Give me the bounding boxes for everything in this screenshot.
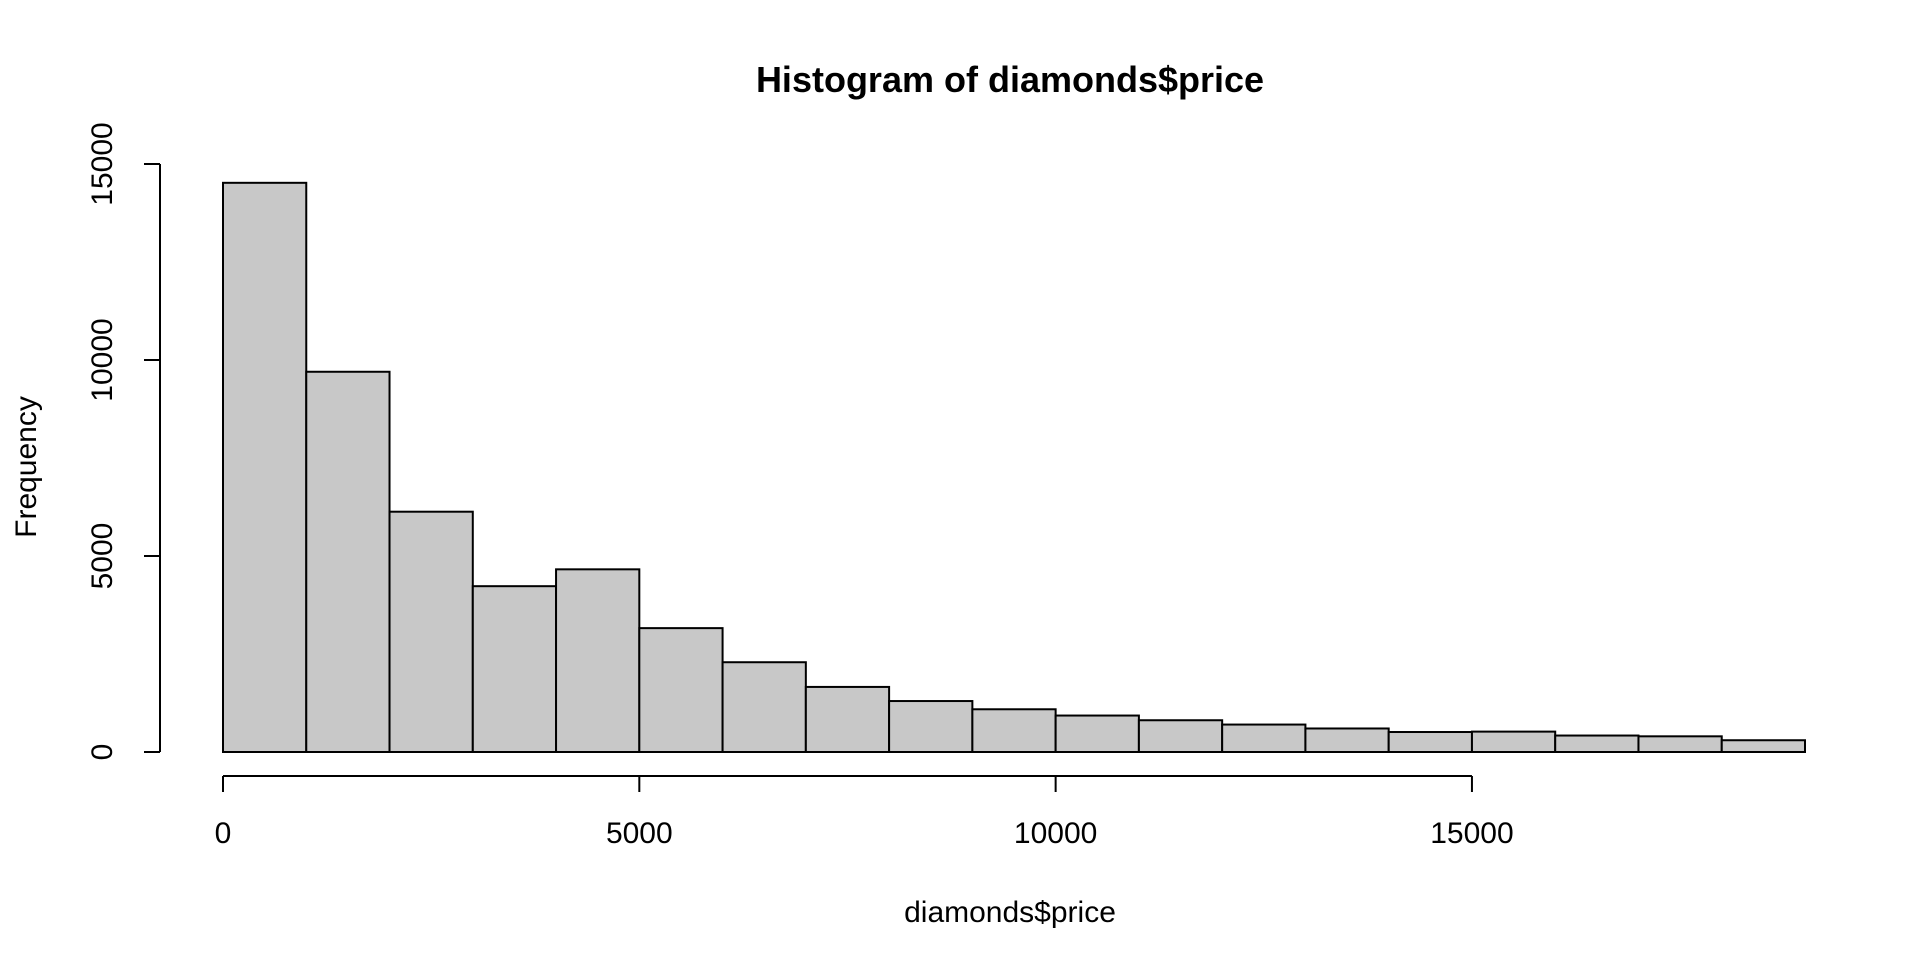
- x-tick-label: 10000: [1014, 817, 1097, 850]
- y-tick-label: 15000: [86, 122, 119, 205]
- histogram-bar: [804, 685, 891, 753]
- histogram-bar: [555, 568, 641, 753]
- histogram-bar: [1554, 734, 1640, 754]
- y-tick-label: 5000: [86, 523, 119, 590]
- histogram-bar: [1137, 719, 1224, 753]
- histogram-bar: [305, 370, 391, 753]
- y-axis: 0 5000 10000 15000: [86, 122, 161, 761]
- chart-title: Histogram of diamonds$price: [756, 59, 1264, 100]
- x-axis-label: diamonds$price: [904, 896, 1116, 929]
- histogram-bar: [971, 708, 1057, 753]
- histogram-bar: [1470, 730, 1557, 754]
- histogram-bar: [638, 627, 724, 753]
- histogram-bar: [388, 510, 474, 754]
- y-axis-label: Frequency: [10, 396, 43, 538]
- histogram-bar: [721, 661, 807, 753]
- histogram-bar: [1304, 727, 1390, 753]
- x-tick-label: 5000: [606, 817, 673, 850]
- y-tick-label: 0: [86, 744, 119, 761]
- histogram-bar: [888, 700, 974, 753]
- y-tick-label: 10000: [86, 318, 119, 401]
- x-tick-label: 0: [215, 817, 232, 850]
- histogram-bar: [1637, 735, 1723, 754]
- histogram-bar: [471, 585, 558, 754]
- histogram-bar: [222, 181, 308, 754]
- histogram-bar: [1054, 714, 1140, 754]
- histogram-bar: [1221, 723, 1307, 753]
- bars: [222, 181, 1806, 754]
- histogram-bar: [1720, 739, 1806, 753]
- x-axis: 0 5000 10000 15000: [215, 775, 1514, 850]
- x-tick-label: 15000: [1430, 817, 1513, 850]
- histogram-bar: [1387, 731, 1473, 753]
